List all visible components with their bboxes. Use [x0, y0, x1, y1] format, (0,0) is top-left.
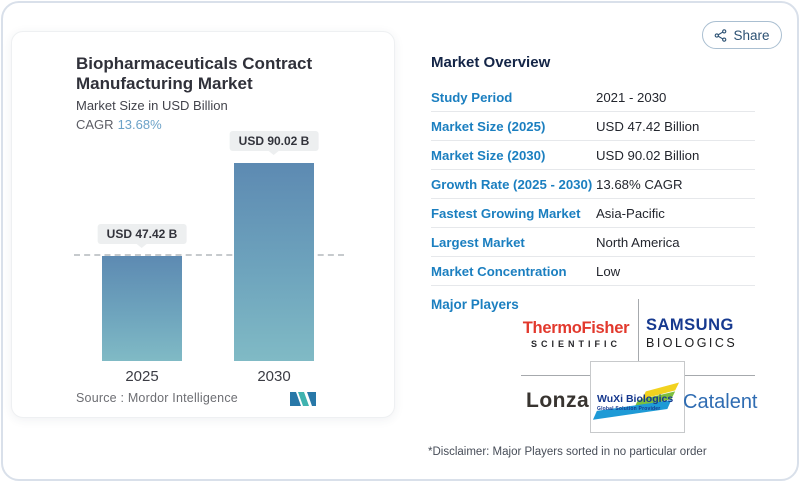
cagr-line: CAGR 13.68%	[76, 117, 162, 132]
bar-chart: USD 47.42 B USD 90.02 B 2025 2030	[74, 131, 344, 385]
wuxi-biologics-logo: WuXi Biologics Global Solution Provider	[590, 361, 685, 433]
x-axis-label-2025: 2025	[125, 368, 159, 385]
table-row: Market Concentration Low	[431, 257, 755, 286]
table-row: Study Period 2021 - 2030	[431, 83, 755, 112]
logo-grid-horizontal-divider-left	[521, 375, 590, 376]
market-overview-heading: Market Overview	[431, 54, 551, 71]
samsung-biologics-logo: SAMSUNG BIOLOGICS	[646, 316, 750, 350]
thermo-fisher-scientific-text: SCIENTIFIC	[530, 339, 621, 349]
table-row: Growth Rate (2025 - 2030) 13.68% CAGR	[431, 170, 755, 199]
share-button[interactable]: Share	[702, 21, 782, 49]
bar-2030	[234, 163, 314, 361]
share-icon	[715, 28, 727, 42]
bar-value-label-2025: USD 47.42 B	[97, 224, 187, 244]
reference-dashed-line	[74, 254, 344, 256]
samsung-wordmark: SAMSUNG	[646, 316, 734, 334]
row-label: Market Size (2030)	[431, 147, 546, 163]
source-attribution: Source : Mordor Intelligence	[76, 391, 238, 405]
table-row: Market Size (2025) USD 47.42 Billion	[431, 112, 755, 141]
disclaimer-text: *Disclaimer: Major Players sorted in no …	[428, 446, 707, 458]
cagr-value: 13.68%	[117, 117, 162, 132]
row-value: 2021 - 2030	[596, 89, 667, 105]
bar-value-label-2030: USD 90.02 B	[229, 131, 319, 151]
row-value: Asia-Pacific	[596, 205, 665, 221]
row-value: USD 47.42 Billion	[596, 118, 700, 134]
chart-subtitle: Market Size in USD Billion	[76, 98, 228, 113]
wuxi-wordmark: WuXi Biologics	[597, 393, 674, 405]
market-overview-table: Study Period 2021 - 2030 Market Size (202…	[431, 83, 755, 286]
cagr-label: CAGR	[76, 117, 114, 132]
table-row: Fastest Growing Market Asia-Pacific	[431, 199, 755, 228]
row-value: 13.68% CAGR	[596, 176, 683, 192]
row-label: Study Period	[431, 89, 513, 105]
row-label: Largest Market	[431, 234, 525, 250]
row-value: USD 90.02 Billion	[596, 147, 700, 163]
thermo-fisher-wordmark: ThermoFisher	[522, 319, 630, 337]
row-label: Fastest Growing Market	[431, 205, 581, 221]
row-value: Low	[596, 263, 621, 279]
row-label: Market Size (2025)	[431, 118, 546, 134]
row-label: Market Concentration	[431, 263, 567, 279]
samsung-biologics-text: BIOLOGICS	[646, 336, 738, 350]
catalent-logo: Catalent	[683, 391, 758, 413]
x-axis-label-2030: 2030	[257, 368, 291, 385]
table-row: Market Size (2030) USD 90.02 Billion	[431, 141, 755, 170]
lonza-logo: Lonza	[526, 389, 590, 412]
logo-grid-vertical-divider	[638, 299, 639, 361]
row-value: North America	[596, 234, 680, 250]
chart-panel: Biopharmaceuticals Contract Manufacturin…	[11, 31, 395, 418]
mordor-intelligence-logo-icon	[290, 392, 316, 406]
major-players-label: Major Players	[431, 297, 519, 312]
table-row: Largest Market North America	[431, 228, 755, 257]
bar-2025	[102, 256, 182, 361]
row-label: Growth Rate (2025 - 2030)	[431, 176, 593, 192]
wuxi-swoosh-icon	[592, 382, 680, 420]
thermo-fisher-logo: ThermoFisher SCIENTIFIC	[517, 319, 635, 349]
chart-title: Biopharmaceuticals Contract Manufacturin…	[76, 54, 313, 93]
share-button-label: Share	[733, 27, 770, 43]
wuxi-tagline: Global Solution Provider	[597, 406, 661, 412]
logo-grid-horizontal-divider-right	[685, 375, 755, 376]
